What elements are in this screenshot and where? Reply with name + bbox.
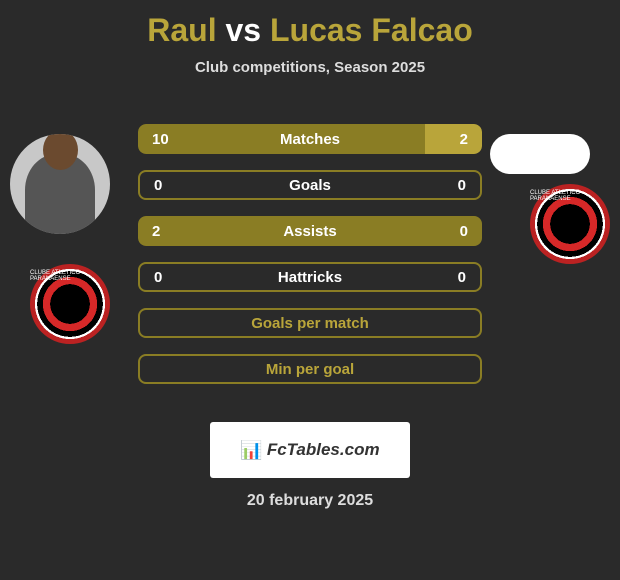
stat-value-player2: 0 [458, 269, 466, 286]
stat-row: 10 2 Matches [138, 124, 482, 154]
subtitle: Club competitions, Season 2025 [0, 59, 620, 76]
club-badge-text: CLUBE ATLETICO PARANAENSE [530, 190, 610, 202]
player2-name: Lucas Falcao [270, 12, 473, 48]
stat-label: Goals per match [251, 315, 369, 332]
stat-label: Min per goal [266, 361, 354, 378]
vs-separator: vs [226, 12, 262, 48]
bar-fill-player2 [425, 124, 482, 154]
stat-label: Hattricks [278, 269, 342, 286]
player2-club-badge: CLUBE ATLETICO PARANAENSE [530, 184, 610, 264]
player2-photo [490, 134, 590, 174]
stat-label: Assists [283, 223, 336, 240]
comparison-title: Raul vs Lucas Falcao [0, 0, 620, 49]
stat-value-player2: 2 [460, 131, 468, 148]
stat-value-player1: 0 [154, 269, 162, 286]
club-crest-icon: CLUBE ATLETICO PARANAENSE [30, 264, 110, 344]
stat-label: Matches [280, 131, 340, 148]
player1-club-badge: CLUBE ATLETICO PARANAENSE [30, 264, 110, 344]
stat-label: Goals [289, 177, 331, 194]
player1-photo [10, 134, 110, 234]
club-badge-text: CLUBE ATLETICO PARANAENSE [30, 270, 110, 282]
stat-row: 2 0 Assists [138, 216, 482, 246]
stat-bars: 10 2 Matches 0 0 Goals 2 0 Assists 0 0 Hattricks Goa… [138, 124, 482, 400]
stat-row: 0 0 Goals [138, 170, 482, 200]
stat-value-player2: 0 [458, 177, 466, 194]
snapshot-date: 20 february 2025 [0, 492, 620, 510]
stat-row: Goals per match [138, 308, 482, 338]
player1-name: Raul [147, 12, 216, 48]
chart-icon: 📊 [240, 440, 262, 461]
stat-row: 0 0 Hattricks [138, 262, 482, 292]
stat-value-player1: 10 [152, 131, 169, 148]
watermark-logo: 📊 FcTables.com [210, 422, 410, 478]
comparison-chart: CLUBE ATLETICO PARANAENSE CLUBE ATLETICO… [0, 104, 620, 404]
watermark-text: FcTables.com [267, 440, 380, 460]
stat-value-player1: 0 [154, 177, 162, 194]
club-crest-icon: CLUBE ATLETICO PARANAENSE [530, 184, 610, 264]
stat-value-player1: 2 [152, 223, 160, 240]
stat-value-player2: 0 [460, 223, 468, 240]
player-silhouette-icon [25, 154, 95, 234]
stat-row: Min per goal [138, 354, 482, 384]
